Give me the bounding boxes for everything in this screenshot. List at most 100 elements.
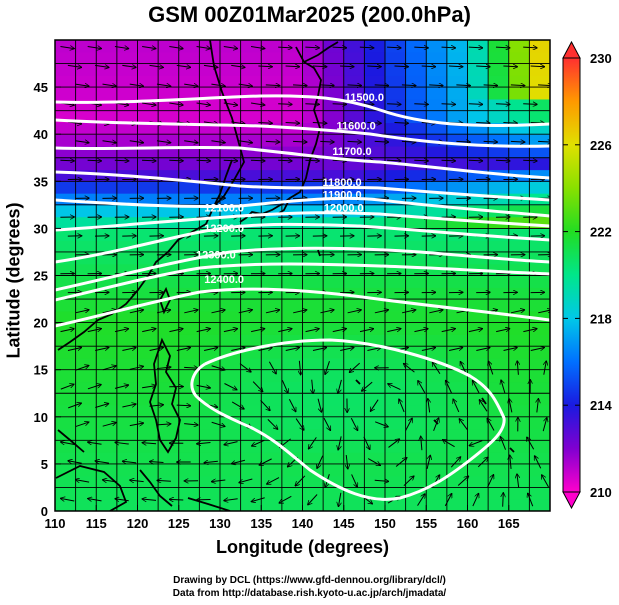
temperature-cell <box>529 463 550 477</box>
temperature-cell <box>426 381 448 394</box>
wind-arrow <box>433 418 439 432</box>
temperature-cell <box>96 110 118 124</box>
temperature-cell <box>467 157 489 171</box>
temperature-cell <box>178 440 200 453</box>
wind-arrow <box>156 424 171 425</box>
temperature-cell <box>75 369 97 383</box>
coastline-taiwan <box>159 286 171 315</box>
wind-arrow <box>346 455 348 469</box>
temperature-cell <box>508 405 530 418</box>
wind-arrow <box>103 480 117 482</box>
wind-arrow <box>449 347 463 351</box>
temperature-cell <box>281 428 304 441</box>
temperature-cell <box>508 381 530 394</box>
temperature-cell <box>55 357 77 371</box>
temperature-cell <box>323 381 345 394</box>
temperature-cell <box>55 393 77 406</box>
wind-arrow <box>349 362 361 372</box>
colorbar-tick-label: 210 <box>590 485 612 500</box>
wind-arrow <box>459 419 468 431</box>
wind-arrow <box>476 66 490 67</box>
temperature-cell <box>240 98 262 112</box>
temperature-cell <box>75 181 97 194</box>
wind-arrow <box>231 347 245 351</box>
wind-arrow <box>122 404 136 408</box>
temperature-cell <box>446 346 469 359</box>
wind-arrow <box>374 310 389 314</box>
temperature-cell <box>55 157 77 171</box>
wind-arrow <box>142 443 157 444</box>
temperature-cell <box>137 181 159 194</box>
temperature-cell <box>405 334 427 347</box>
colorbar-tick-label: 230 <box>590 51 612 66</box>
wind-arrow <box>295 418 304 431</box>
wind-arrow <box>523 104 537 105</box>
temperature-cell <box>323 145 345 159</box>
wind-arrow <box>156 310 171 314</box>
temperature-cell <box>158 181 180 194</box>
temperature-cell <box>220 63 242 76</box>
temperature-cell <box>426 369 448 383</box>
temperature-cell <box>158 51 180 65</box>
temperature-cell <box>467 405 489 418</box>
temperature-cell <box>302 98 324 112</box>
temperature-cell <box>488 299 510 312</box>
temperature-cell <box>178 499 200 511</box>
temperature-cell <box>446 499 469 511</box>
wind-arrow <box>61 498 75 501</box>
temperature-cell <box>75 157 97 171</box>
temperature-cell <box>385 369 407 383</box>
temperature-cell <box>261 263 283 277</box>
temperature-cell <box>158 499 180 511</box>
temperature-cell <box>426 428 448 441</box>
temperature-cell <box>508 487 530 500</box>
wind-arrow <box>332 47 347 48</box>
temperature-cell <box>116 440 139 453</box>
wind-arrow <box>129 141 144 143</box>
temperature-cell <box>529 381 550 394</box>
wind-arrow <box>332 329 347 333</box>
wind-arrow <box>359 47 374 48</box>
temperature-cell <box>96 51 118 65</box>
temperature-cell <box>55 122 77 135</box>
temperature-cell <box>405 145 427 159</box>
temperature-cell <box>467 181 489 194</box>
temperature-cell <box>240 452 262 465</box>
wind-arrow <box>169 46 183 48</box>
temperature-cell <box>302 275 324 288</box>
temperature-cell <box>261 463 283 477</box>
temperature-cell <box>178 275 200 288</box>
temperature-cell <box>323 251 345 265</box>
temperature-cell <box>343 228 365 241</box>
temperature-cell <box>261 369 283 383</box>
temperature-cell <box>96 405 118 418</box>
temperature-cell <box>529 40 550 53</box>
wind-arrow <box>530 347 545 351</box>
wind-arrow <box>401 85 416 86</box>
temperature-cell <box>75 428 97 441</box>
y-axis-label: Latitude (degrees) <box>3 202 24 359</box>
wind-arrow <box>387 329 401 333</box>
temperature-cell <box>426 240 448 253</box>
wind-arrow <box>374 421 388 427</box>
y-tick-label: 15 <box>34 363 48 378</box>
temperature-cell <box>385 228 407 241</box>
wind-arrow <box>542 475 549 488</box>
temperature-cell <box>405 452 427 465</box>
temperature-cell <box>385 275 407 288</box>
temperature-cell <box>529 322 550 335</box>
temperature-cell <box>323 346 345 359</box>
temperature-cell <box>467 463 489 477</box>
temperature-cell <box>405 75 427 88</box>
temperature-cell <box>55 263 77 277</box>
temperature-cell <box>75 63 97 76</box>
temperature-cell <box>343 299 365 312</box>
wind-arrow <box>278 47 292 48</box>
temperature-cell <box>323 51 345 65</box>
temperature-cell <box>405 251 427 265</box>
temperature-cell <box>426 63 448 76</box>
temperature-cell <box>426 405 448 418</box>
temperature-cell <box>96 157 118 171</box>
wind-arrow <box>268 361 276 374</box>
temperature-cell <box>426 322 448 335</box>
